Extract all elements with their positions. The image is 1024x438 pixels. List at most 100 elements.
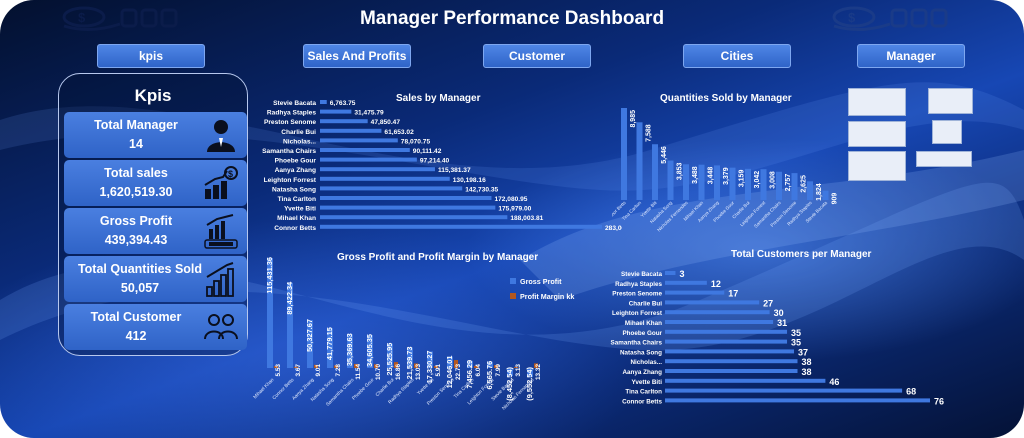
category-label: Preston Senome	[264, 119, 316, 126]
bar	[665, 271, 676, 275]
bar	[729, 167, 736, 200]
kpi-value: 14	[129, 137, 143, 151]
data-label: 3,488	[692, 166, 699, 184]
nav-kpis-button[interactable]: kpis	[97, 44, 205, 68]
kpi-card-gross-profit: Gross Profit 439,394.43	[64, 208, 247, 254]
bar	[807, 181, 813, 200]
data-label: 130,198.16	[453, 177, 486, 184]
bar	[427, 351, 433, 368]
data-label: 3,008	[770, 171, 777, 189]
bar	[665, 320, 774, 324]
bar	[347, 334, 353, 368]
data-label: 46	[829, 377, 839, 387]
data-label: 115,381.37	[438, 167, 471, 174]
bar	[320, 215, 508, 220]
bar	[665, 339, 788, 344]
thumbnail-image	[848, 88, 906, 116]
sales-chart-title: Sales by Manager	[396, 93, 481, 104]
data-label: 25,525.95	[385, 343, 394, 376]
data-label: 9.01	[315, 364, 322, 377]
data-label: 35	[791, 328, 801, 338]
bar	[665, 300, 760, 305]
data-label: 1,824	[816, 183, 823, 201]
thumbnail-image	[916, 151, 972, 167]
bar	[320, 128, 382, 133]
data-label: 3,159	[739, 170, 746, 188]
gross-profit-chart-title: Gross Profit and Profit Margin by Manage…	[337, 252, 539, 263]
data-label: 68	[906, 387, 916, 397]
data-label: 13.32	[535, 364, 542, 380]
bar	[665, 359, 798, 364]
nav-customer-button[interactable]: Customer	[483, 44, 591, 68]
data-label: 41,779.15	[325, 327, 334, 360]
data-label: 50,327.67	[305, 319, 314, 352]
data-label: 76	[934, 396, 944, 406]
category-label: Tina Carlton	[625, 389, 662, 396]
category-label: Yvette Biti	[284, 206, 316, 213]
category-label: Leighton Forrest	[612, 310, 663, 317]
data-label: 13.03	[415, 364, 422, 380]
data-label: 3	[679, 269, 684, 279]
data-label: 47,850.47	[371, 119, 401, 126]
data-label: 6,763.75	[330, 100, 356, 107]
bar	[760, 169, 767, 200]
legend-swatch	[510, 293, 516, 299]
data-label: 6,565.76	[485, 361, 494, 390]
bar	[394, 362, 398, 368]
category-label: Aanya Zhang	[622, 369, 662, 376]
category-label: Phoebe Gour	[622, 330, 662, 337]
category-label: Radhya Staples	[267, 110, 316, 117]
data-label: 188,003.81	[510, 215, 543, 222]
bar	[665, 329, 788, 334]
bar	[698, 164, 705, 200]
data-label: 78,070.75	[401, 138, 431, 145]
data-label: 2,757	[785, 174, 792, 192]
coins-chart-icon: $	[204, 166, 238, 199]
bar	[320, 176, 450, 181]
thumbnail-image	[848, 151, 906, 181]
data-label: 909	[832, 193, 839, 205]
bar	[374, 364, 378, 368]
customers-chart-title: Total Customers per Manager	[731, 249, 872, 260]
bar	[320, 205, 496, 210]
bar	[494, 365, 498, 368]
thumbnail-image	[932, 120, 962, 144]
bar	[387, 343, 393, 368]
bar	[665, 280, 707, 285]
bar	[407, 347, 413, 368]
bar	[327, 328, 333, 368]
category-label: Phoebe Gour	[275, 158, 317, 165]
data-label: 27	[763, 298, 773, 308]
bar	[294, 366, 298, 368]
data-label: 5.53	[275, 364, 282, 377]
data-label: 97,214.40	[420, 158, 450, 165]
manager-icon	[207, 120, 235, 152]
data-label: 37	[798, 347, 808, 357]
profit-chart-icon	[204, 214, 238, 249]
data-label: 61,653.02	[384, 129, 414, 136]
bar	[447, 356, 453, 368]
bar	[320, 119, 368, 124]
kpi-card-total-sales: Total sales 1,620,519.30 $	[64, 160, 247, 206]
kpi-card-total-manager: Total Manager 14	[64, 112, 247, 158]
data-label: 7.28	[335, 364, 342, 377]
bar	[745, 168, 751, 200]
bar	[667, 160, 674, 200]
customers-per-manager-chart: Stevie Bacata 3 Radhya Staples 12 Preston Se…	[611, 269, 944, 406]
bar	[454, 360, 458, 368]
data-label: 6.04	[475, 364, 482, 377]
nav-cities-button[interactable]: Cities	[683, 44, 791, 68]
svg-text:$: $	[228, 169, 233, 179]
nav-manager-button[interactable]: Manager	[857, 44, 965, 68]
data-label: 3.13	[515, 364, 522, 377]
nav-sales-profits-button[interactable]: Sales And Profits	[303, 44, 411, 68]
bar	[467, 360, 473, 368]
data-label: 172,080.95	[494, 196, 527, 203]
kpi-value: 1,620,519.30	[99, 185, 173, 199]
bar	[791, 173, 798, 200]
legend-swatch	[510, 278, 516, 284]
kpi-label: Total Manager	[94, 118, 178, 132]
bar	[320, 167, 435, 172]
